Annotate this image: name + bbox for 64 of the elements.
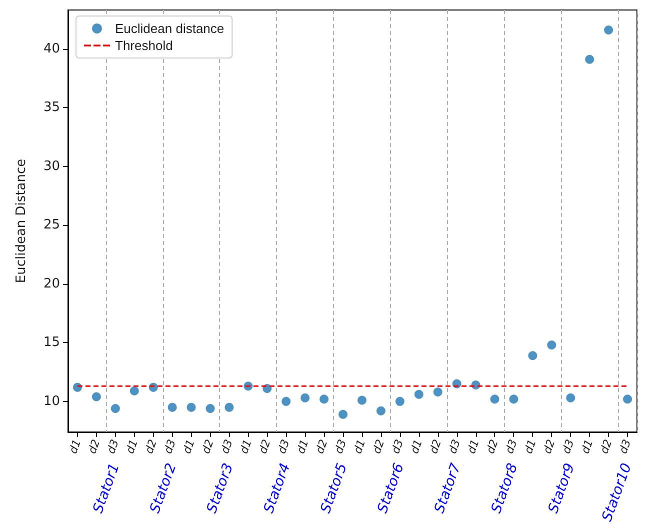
point: [320, 394, 329, 404]
point: [604, 25, 614, 34]
point: [585, 54, 594, 64]
x-tick-label: d2: [256, 438, 274, 456]
x-tick-label: d1: [294, 438, 312, 456]
x-tick-label: d1: [180, 438, 198, 456]
x-tick-label: d2: [199, 438, 216, 456]
point: [357, 396, 366, 405]
x-tick-label: d1: [237, 438, 254, 456]
x-tick-label: d3: [332, 438, 350, 456]
point: [623, 394, 632, 404]
x-tick-label: d2: [86, 438, 103, 456]
y-tick-label: 15: [43, 335, 60, 350]
point: [566, 393, 576, 402]
point: [376, 406, 386, 416]
point: [433, 388, 442, 397]
point: [110, 404, 120, 413]
legend-label: Euclidean distance: [115, 21, 224, 36]
x-tick-label: d3: [218, 438, 236, 456]
y-tick-label: 10: [43, 394, 60, 409]
point: [414, 390, 424, 399]
point: [206, 404, 215, 413]
point: [395, 396, 404, 406]
x-tick-label: d3: [161, 438, 178, 456]
x-tick-label: d3: [446, 438, 463, 456]
point: [300, 393, 310, 402]
x-tick-label: d3: [389, 438, 406, 456]
point: [186, 402, 196, 412]
x-tick-label: d3: [275, 438, 292, 456]
x-tick-label: d1: [351, 438, 368, 456]
x-tick-label: d2: [484, 438, 501, 456]
x-tick-label: d2: [598, 438, 615, 456]
x-tick-label: d3: [502, 438, 520, 456]
x-tick-label: d2: [426, 438, 444, 456]
point: [528, 351, 538, 360]
x-tick-label: d2: [370, 438, 388, 456]
y-tick-label: 30: [43, 158, 60, 174]
x-tick-label: d3: [616, 438, 634, 456]
x-tick-label: d3: [104, 438, 122, 456]
point: [92, 392, 101, 402]
y-tick-label: 40: [43, 41, 60, 56]
x-tick-label: d1: [464, 438, 482, 456]
point: [338, 410, 348, 419]
x-tick-label: d2: [540, 438, 558, 456]
point: [547, 340, 556, 350]
x-tick-label: d1: [522, 438, 539, 456]
x-tick-label: d1: [408, 438, 425, 456]
y-tick-label: 35: [43, 100, 60, 116]
x-tick-label: d1: [123, 438, 140, 456]
x-tick-label: d2: [142, 438, 160, 456]
x-tick-label: d1: [66, 438, 84, 456]
point: [282, 396, 291, 406]
point: [509, 394, 518, 404]
y-axis-title: Euclidean Distance: [14, 158, 29, 284]
y-tick-label: 20: [43, 276, 60, 292]
legend-label: Threshold: [115, 38, 173, 53]
point: [224, 402, 234, 412]
x-tick-label: d2: [313, 438, 330, 456]
point: [490, 394, 500, 404]
point: [168, 402, 177, 412]
x-tick-label: d3: [560, 438, 577, 456]
y-tick-label: 25: [43, 218, 60, 233]
x-tick-label: d1: [578, 438, 596, 456]
point: [130, 386, 139, 396]
